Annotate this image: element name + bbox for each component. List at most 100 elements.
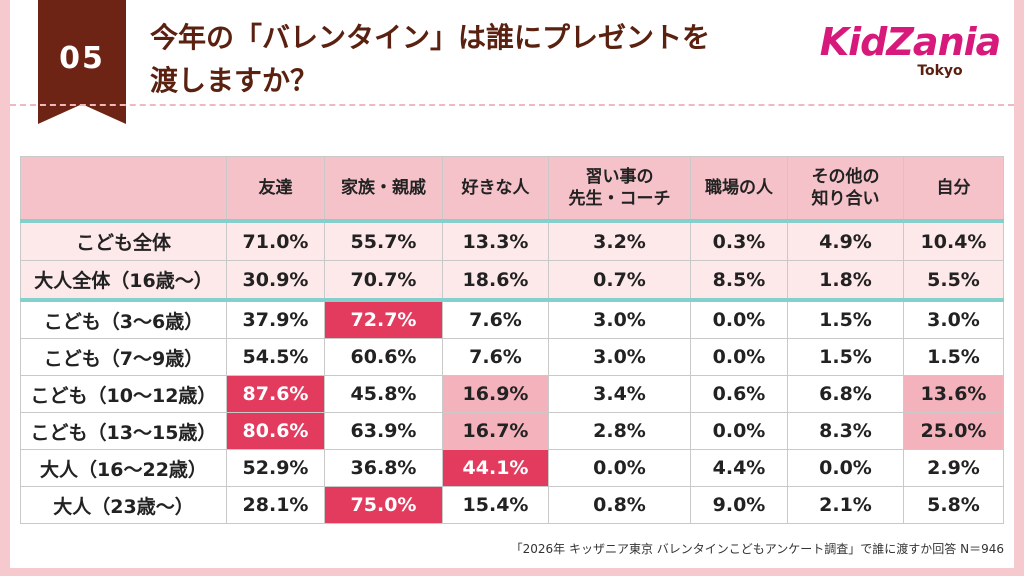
column-header: 習い事の 先生・コーチ [548,156,691,222]
value-cell: 0.0% [548,449,691,487]
value-cell: 2.9% [903,449,1004,487]
slide-title: 今年の「バレンタイン」は誰にプレゼントを 渡しますか？ [150,16,710,102]
value-cell: 2.8% [548,412,691,450]
row-label: 大人（23歳～） [20,486,227,524]
table-row: こども全体 71.0% 55.7% 13.3% 3.2% 0.3% 4.9% 10.4% [20,219,1004,261]
value-cell: 0.7% [548,260,691,302]
value-cell: 18.6% [442,260,549,302]
header-line: 職場の人 [705,178,773,198]
highlighted-cell: 16.9% [442,375,549,413]
header-line: 先生・コーチ [568,189,671,209]
value-cell: 28.1% [226,486,325,524]
title-line: 今年の「バレンタイン」は誰にプレゼントを [150,21,711,54]
table-row: こども（3～6歳） 37.9% 72.7% 7.6% 3.0% 0.0% 1.5% 3.0% [20,299,1004,339]
value-cell: 0.0% [690,299,788,339]
header-line: 家族・親戚 [341,178,426,198]
row-label: こども（7～9歳） [20,338,227,376]
column-header: 職場の人 [690,156,788,222]
value-cell: 15.4% [442,486,549,524]
value-cell: 1.5% [787,299,904,339]
header-row: 友達 家族・親戚 好きな人 習い事の 先生・コーチ 職場の人 その他の 知り合い 自分 [20,156,1004,222]
value-cell: 52.9% [226,449,325,487]
row-label: 大人全体（16歳～） [20,260,227,302]
column-header: 家族・親戚 [324,156,443,222]
value-cell: 8.3% [787,412,904,450]
survey-table: 友達 家族・親戚 好きな人 習い事の 先生・コーチ 職場の人 その他の 知り合い 自分 こども全… [20,156,1004,524]
header-line: 自分 [936,178,971,198]
value-cell: 3.4% [548,375,691,413]
footnote: 「2026年 キッザニア東京 バレンタインこどもアンケート調査」で誰に渡すか回答… [510,542,1004,556]
value-cell: 10.4% [903,219,1004,261]
value-cell: 6.8% [787,375,904,413]
logo-name: KidZania [819,20,1002,64]
row-label: こども（10～12歳） [20,375,227,413]
value-cell: 3.0% [548,299,691,339]
value-cell: 54.5% [226,338,325,376]
highlighted-cell: 75.0% [324,486,443,524]
row-label: 大人（16～22歳） [20,449,227,487]
number-badge: 05 [38,0,126,124]
column-header: 好きな人 [442,156,549,222]
value-cell: 45.8% [324,375,443,413]
highlighted-cell: 25.0% [903,412,1004,450]
value-cell: 1.5% [903,338,1004,376]
header-line: 友達 [258,178,293,198]
value-cell: 0.6% [690,375,788,413]
value-cell: 0.0% [690,338,788,376]
value-cell: 0.3% [690,219,788,261]
row-label: こども（13～15歳） [20,412,227,450]
logo-city: Tokyo [917,63,963,79]
value-cell: 30.9% [226,260,325,302]
value-cell: 3.0% [903,299,1004,339]
value-cell: 8.5% [690,260,788,302]
header-line: その他の [811,167,880,187]
value-cell: 3.2% [548,219,691,261]
value-cell: 7.6% [442,338,549,376]
value-cell: 37.9% [226,299,325,339]
value-cell: 63.9% [324,412,443,450]
title-line: 渡しますか？ [150,64,319,97]
header-line: 知り合い [811,189,880,209]
header-line: 習い事の [585,167,654,187]
logo: KidZania Tokyo [810,22,1010,80]
table-row: こども（13～15歳） 80.6% 63.9% 16.7% 2.8% 0.0% 8.3% 25… [20,412,1004,450]
table-row: 大人（23歳～） 28.1% 75.0% 15.4% 0.8% 9.0% 2.1% 5.8% [20,486,1004,524]
row-label: こども全体 [20,219,227,261]
value-cell: 3.0% [548,338,691,376]
highlighted-cell: 80.6% [226,412,325,450]
column-header: 友達 [226,156,325,222]
value-cell: 1.8% [787,260,904,302]
value-cell: 0.0% [787,449,904,487]
slide: 05 今年の「バレンタイン」は誰にプレゼントを 渡しますか？ KidZania … [10,0,1014,568]
value-cell: 2.1% [787,486,904,524]
corner-cell [20,156,227,222]
column-header: その他の 知り合い [787,156,904,222]
value-cell: 4.9% [787,219,904,261]
table-row: 大人全体（16歳～） 30.9% 70.7% 18.6% 0.7% 8.5% 1.8% 5.5… [20,260,1004,302]
value-cell: 5.8% [903,486,1004,524]
value-cell: 5.5% [903,260,1004,302]
value-cell: 36.8% [324,449,443,487]
row-label: こども（3～6歳） [20,299,227,339]
value-cell: 71.0% [226,219,325,261]
value-cell: 55.7% [324,219,443,261]
highlighted-cell: 16.7% [442,412,549,450]
value-cell: 13.3% [442,219,549,261]
value-cell: 4.4% [690,449,788,487]
highlighted-cell: 13.6% [903,375,1004,413]
table-row: こども（10～12歳） 87.6% 45.8% 16.9% 3.4% 0.6% 6.8% 13… [20,375,1004,413]
table-row: こども（7～9歳） 54.5% 60.6% 7.6% 3.0% 0.0% 1.5% 1.5% [20,338,1004,376]
value-cell: 0.0% [690,412,788,450]
highlighted-cell: 87.6% [226,375,325,413]
column-header: 自分 [903,156,1004,222]
value-cell: 9.0% [690,486,788,524]
divider [10,104,1014,106]
value-cell: 0.8% [548,486,691,524]
value-cell: 60.6% [324,338,443,376]
value-cell: 1.5% [787,338,904,376]
table-row: 大人（16～22歳） 52.9% 36.8% 44.1% 0.0% 4.4% 0.0% 2.9… [20,449,1004,487]
highlighted-cell: 72.7% [324,299,443,339]
header-line: 好きな人 [461,178,530,198]
value-cell: 7.6% [442,299,549,339]
